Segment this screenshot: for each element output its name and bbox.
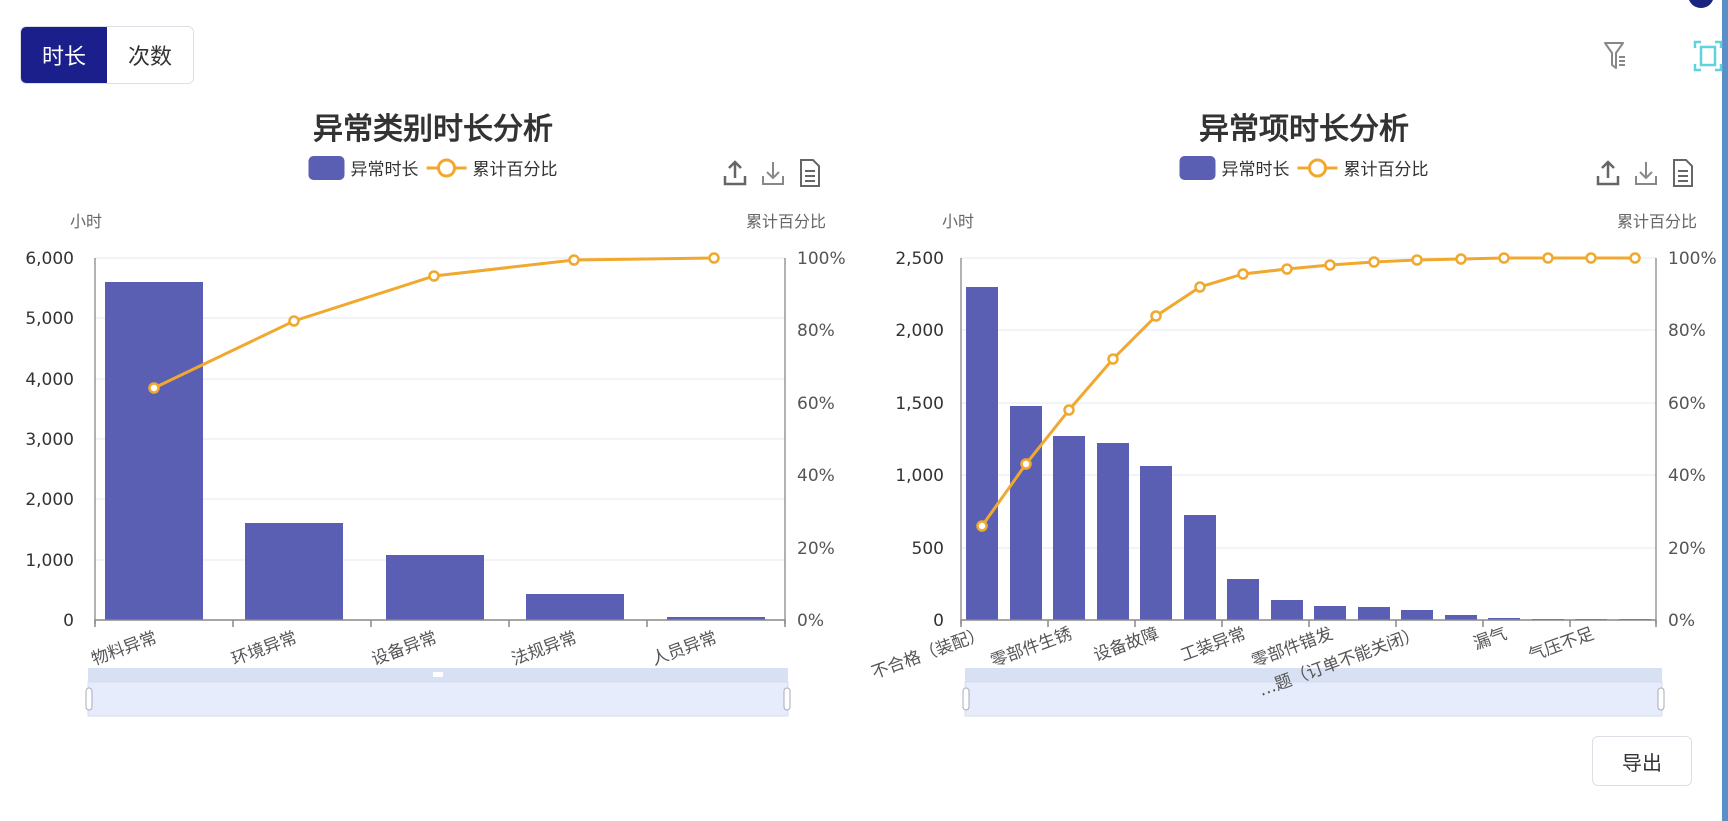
data-zoom-slider[interactable] [962,668,1665,717]
svg-text:设备故障: 设备故障 [1091,624,1162,666]
x-axis-labels: 物料异常 环境异常 设备异常 法规异常 人员异常 [89,628,720,670]
line-swatch-icon [426,158,467,177]
y-axis-left-ticks: 6,000 5,000 4,000 3,000 2,000 1,000 0 [25,249,74,631]
svg-text:6,000: 6,000 [25,249,74,269]
export-button[interactable]: 导出 [1592,736,1692,786]
fullscreen-icon[interactable] [1693,40,1723,76]
svg-text:物料异常: 物料异常 [89,628,160,670]
chart-toolbox [1595,158,1695,192]
svg-text:40%: 40% [1668,466,1706,486]
bars[interactable] [966,287,1651,620]
svg-text:2,000: 2,000 [25,490,74,510]
grid-lines [95,257,785,561]
svg-text:0: 0 [933,611,944,631]
document-icon[interactable] [798,158,822,192]
slider-handle-left [962,687,970,711]
svg-text:1,000: 1,000 [895,466,944,486]
svg-text:4,000: 4,000 [25,370,74,390]
chart-title: 异常类别时长分析 [313,112,553,147]
svg-text:500: 500 [912,539,944,559]
svg-text:环境异常: 环境异常 [229,628,300,670]
upload-icon[interactable] [1595,158,1621,192]
download-icon[interactable] [1633,158,1659,192]
legend-item-duration[interactable]: 异常时长 [308,155,419,180]
svg-text:80%: 80% [1668,321,1706,341]
line-swatch-icon [1297,158,1338,177]
svg-text:漏气: 漏气 [1471,624,1510,654]
svg-text:0%: 0% [797,611,824,631]
y-axis-left-ticks: 2,500 2,000 1,500 1,000 500 0 [895,249,944,631]
pareto-chart-left[interactable]: 6,000 5,000 4,000 3,000 2,000 1,000 0 10… [0,230,860,730]
svg-text:0: 0 [63,611,74,631]
svg-text:20%: 20% [1668,539,1706,559]
slider-handle-left [85,687,93,711]
toggle-count[interactable]: 次数 [107,27,193,83]
cumulative-line[interactable] [148,252,720,394]
slider-handle-right [783,687,791,711]
legend-label: 累计百分比 [1343,160,1429,180]
svg-text:40%: 40% [797,466,835,486]
svg-text:80%: 80% [797,321,835,341]
upload-icon[interactable] [722,158,748,192]
toggle-duration[interactable]: 时长 [21,27,107,83]
chart-legend: 异常时长 累计百分比 [308,155,558,180]
svg-text:20%: 20% [797,539,835,559]
svg-text:60%: 60% [1668,394,1706,414]
pareto-chart-right[interactable]: 2,500 2,000 1,500 1,000 500 0 100% 80% 6… [860,230,1722,730]
svg-text:1,000: 1,000 [25,551,74,571]
svg-text:2,500: 2,500 [895,249,944,269]
svg-text:人员异常: 人员异常 [649,628,720,670]
y-axis-name-left: 小时 [942,212,975,231]
chart-title: 异常项时长分析 [1199,112,1409,147]
download-icon[interactable] [760,158,786,192]
slider-move-handle [433,672,443,677]
filter-icon[interactable] [1603,40,1629,76]
metric-toggle[interactable]: 时长 次数 [20,26,194,84]
y-axis-right-ticks: 100% 80% 60% 40% 20% 0% [797,249,846,631]
legend-item-duration[interactable]: 异常时长 [1179,155,1290,180]
legend-label: 异常时长 [350,160,419,180]
svg-text:法规异常: 法规异常 [509,628,580,670]
chart-toolbox [722,158,822,192]
svg-text:2,000: 2,000 [895,321,944,341]
chart-legend: 异常时长 累计百分比 [1179,155,1429,180]
svg-text:气压不足: 气压不足 [1526,624,1597,666]
svg-text:工装异常: 工装异常 [1178,624,1249,666]
document-icon[interactable] [1671,158,1695,192]
bar-swatch-icon [1179,155,1216,180]
bars[interactable] [105,282,765,620]
right-edge-scrollbar[interactable] [1722,0,1728,821]
svg-text:1,500: 1,500 [895,394,944,414]
data-zoom-slider[interactable] [85,668,791,717]
svg-text:3,000: 3,000 [25,430,74,450]
slider-handle-right [1657,687,1665,711]
y-axis-right-ticks: 100% 80% 60% 40% 20% 0% [1668,249,1717,631]
svg-text:5,000: 5,000 [25,309,74,329]
svg-text:0%: 0% [1668,611,1695,631]
legend-label: 异常时长 [1221,160,1290,180]
cumulative-line[interactable] [976,252,1641,532]
legend-item-cumulative[interactable]: 累计百分比 [1297,155,1429,180]
svg-text:100%: 100% [797,249,846,269]
svg-text:100%: 100% [1668,249,1717,269]
y-axis-name-right: 累计百分比 [1617,212,1698,231]
y-axis-name-left: 小时 [70,212,103,231]
y-axis-name-right: 累计百分比 [746,212,827,231]
avatar[interactable] [1688,0,1714,8]
bar-swatch-icon [308,155,345,180]
svg-text:设备异常: 设备异常 [369,628,440,670]
svg-text:零部件生锈: 零部件生锈 [988,624,1075,672]
legend-item-cumulative[interactable]: 累计百分比 [426,155,558,180]
legend-label: 累计百分比 [472,160,558,180]
svg-text:60%: 60% [797,394,835,414]
